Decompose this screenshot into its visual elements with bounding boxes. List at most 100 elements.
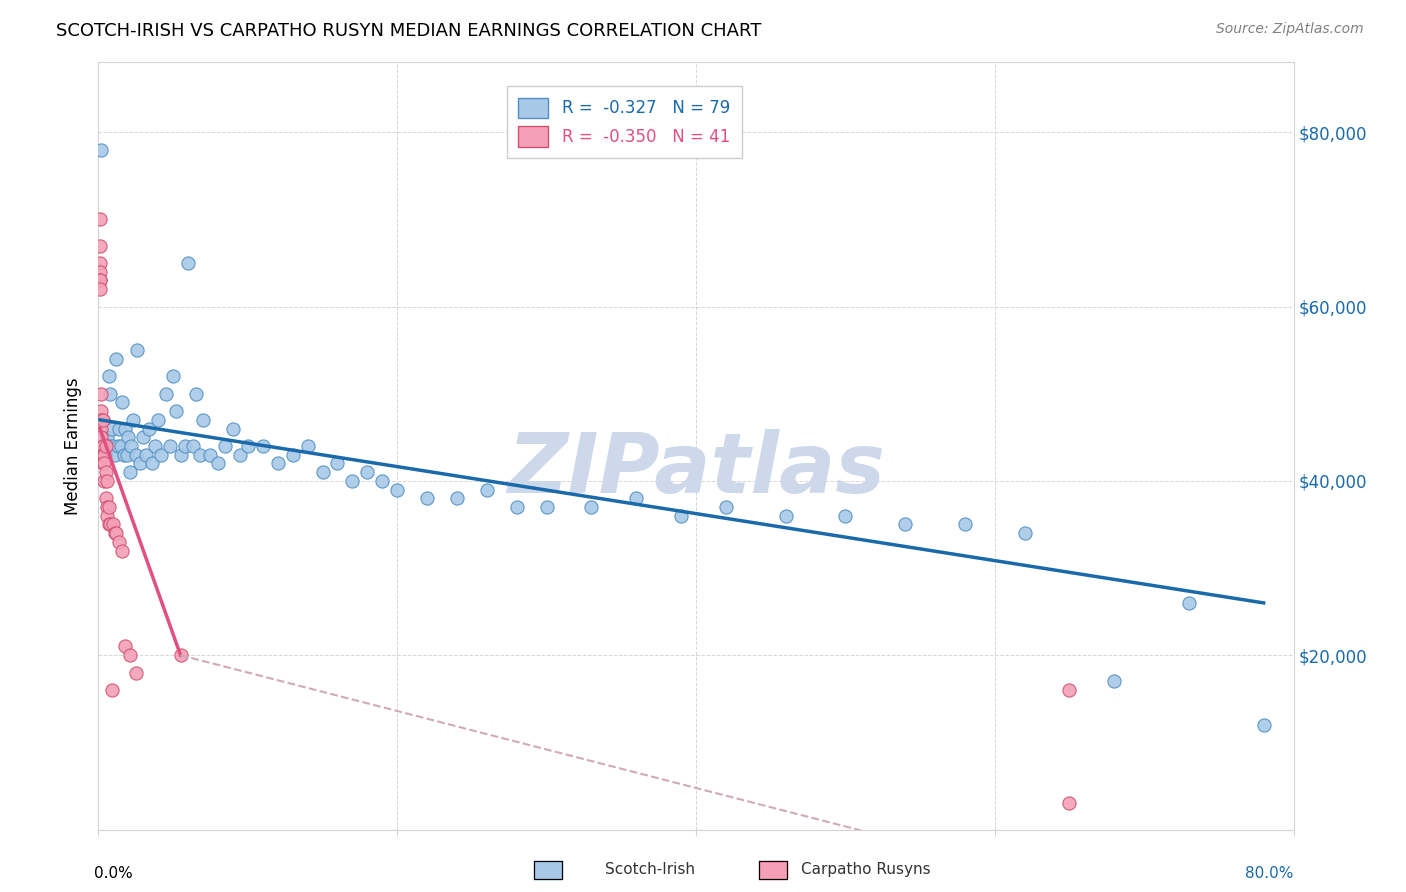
Text: Scotch-Irish: Scotch-Irish [605, 863, 695, 877]
Point [96, 439, 118, 453]
Point [94, 439, 117, 453]
Point [536, 500, 558, 514]
Point [191, 413, 214, 427]
Point [1104, 674, 1126, 689]
Point [326, 457, 349, 471]
Point [118, 648, 141, 663]
Point [94, 465, 117, 479]
Point [104, 448, 127, 462]
Point [141, 457, 163, 471]
Point [118, 465, 141, 479]
Point [105, 351, 128, 366]
Point [91, 413, 114, 427]
Point [112, 448, 135, 462]
Y-axis label: Median Earnings: Median Earnings [65, 377, 83, 515]
Point [104, 526, 127, 541]
Point [94, 439, 117, 453]
Point [177, 256, 200, 270]
Point [200, 448, 222, 462]
Point [169, 448, 191, 462]
Point [91, 413, 114, 427]
Point [894, 517, 917, 532]
Point [94, 491, 117, 506]
Point [90, 421, 112, 435]
Point [101, 421, 124, 435]
Point [132, 430, 155, 444]
Point [297, 439, 319, 453]
Point [311, 465, 333, 479]
Point [125, 665, 148, 680]
Point [89, 265, 111, 279]
Point [114, 640, 136, 654]
Point [1059, 683, 1081, 698]
Point [181, 439, 204, 453]
Point [150, 448, 173, 462]
Point [103, 517, 125, 532]
Point [159, 439, 181, 453]
Point [714, 500, 737, 514]
Point [385, 483, 409, 497]
Legend: R =  -0.327   N = 79, R =  -0.350   N = 41: R = -0.327 N = 79, R = -0.350 N = 41 [506, 87, 742, 159]
Point [125, 448, 148, 462]
Point [91, 448, 114, 462]
Point [669, 508, 692, 523]
Point [236, 439, 259, 453]
Point [371, 474, 394, 488]
Point [103, 439, 125, 453]
Point [1253, 718, 1275, 732]
Point [475, 483, 498, 497]
Point [1059, 797, 1081, 811]
Point [93, 448, 115, 462]
Point [267, 457, 290, 471]
Point [91, 457, 114, 471]
Point [188, 448, 211, 462]
Point [93, 474, 115, 488]
Point [506, 500, 529, 514]
Point [89, 238, 111, 252]
Point [90, 413, 112, 427]
Point [165, 404, 187, 418]
Point [342, 474, 364, 488]
Point [162, 369, 184, 384]
Point [229, 448, 252, 462]
Point [222, 421, 245, 435]
Point [129, 457, 152, 471]
Text: Source: ZipAtlas.com: Source: ZipAtlas.com [1216, 22, 1364, 37]
Text: 80.0%: 80.0% [1246, 865, 1294, 880]
Point [96, 474, 118, 488]
Point [94, 448, 117, 462]
Point [834, 508, 856, 523]
Point [148, 413, 170, 427]
Point [281, 448, 304, 462]
Text: SCOTCH-IRISH VS CARPATHO RUSYN MEDIAN EARNINGS CORRELATION CHART: SCOTCH-IRISH VS CARPATHO RUSYN MEDIAN EA… [56, 22, 762, 40]
Point [108, 421, 131, 435]
Point [111, 395, 134, 409]
Point [143, 439, 166, 453]
Point [110, 439, 132, 453]
Point [111, 543, 134, 558]
Point [105, 526, 128, 541]
Point [108, 535, 131, 549]
Point [446, 491, 468, 506]
Point [89, 256, 111, 270]
Point [174, 439, 197, 453]
Point [115, 448, 138, 462]
Point [89, 212, 111, 227]
Point [98, 517, 122, 532]
Point [93, 457, 115, 471]
Point [127, 343, 149, 358]
Point [93, 439, 115, 453]
Point [96, 430, 118, 444]
Point [114, 421, 136, 435]
Point [120, 439, 142, 453]
Point [91, 439, 114, 453]
Point [97, 369, 120, 384]
Point [138, 421, 160, 435]
Point [214, 439, 236, 453]
Point [90, 143, 112, 157]
Point [97, 500, 120, 514]
Point [169, 648, 191, 663]
Point [1178, 596, 1201, 610]
Point [252, 439, 274, 453]
Text: ZIPatlas: ZIPatlas [508, 428, 884, 509]
